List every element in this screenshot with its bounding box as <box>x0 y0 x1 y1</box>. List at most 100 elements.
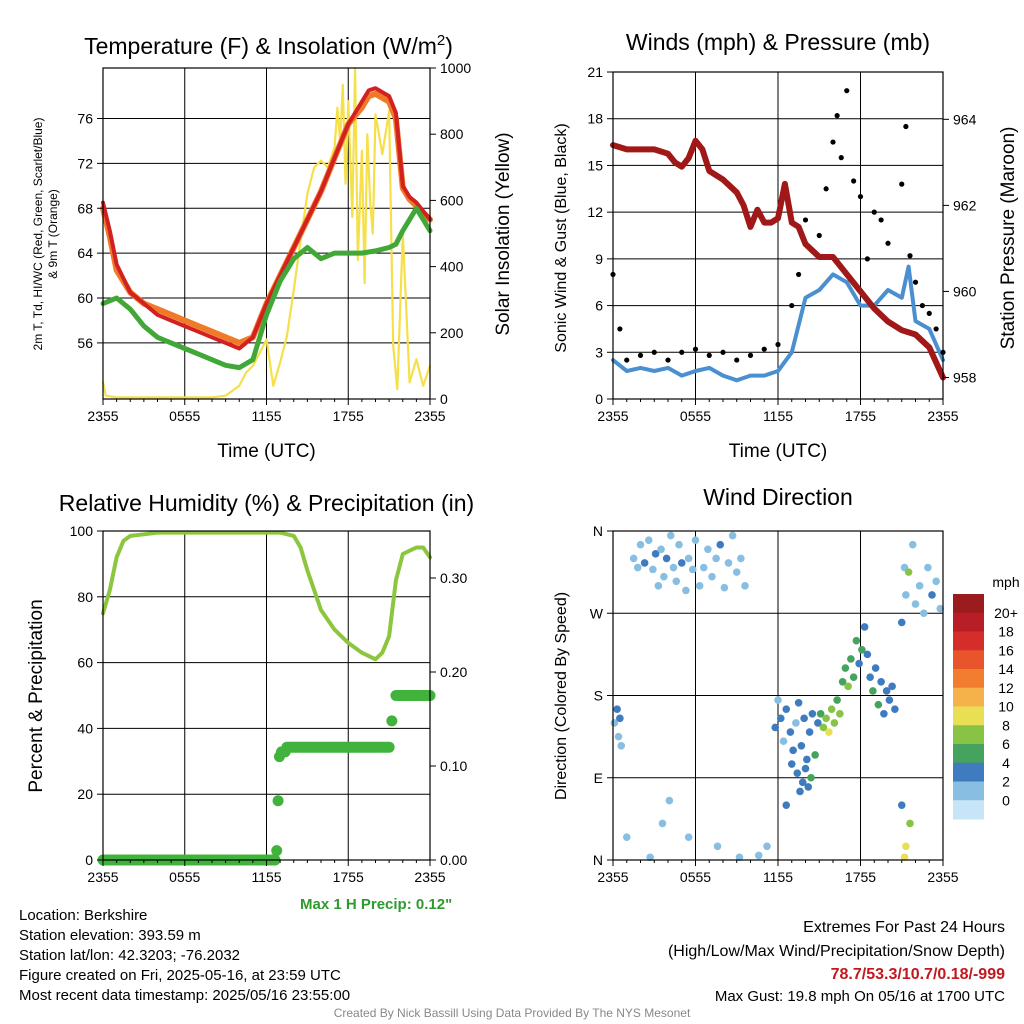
direction-point <box>877 677 885 686</box>
panel-title: Temperature (F) & Insolation (W/m2) <box>84 32 453 59</box>
y-tick-label: 100 <box>70 523 94 539</box>
x-tick-label: 2355 <box>414 408 445 424</box>
humidity-line <box>101 530 432 662</box>
direction-point <box>792 719 800 727</box>
direction-point <box>869 687 877 695</box>
precip-point <box>272 795 284 807</box>
y-tick-label: 12 <box>587 204 603 220</box>
y-tick-label: 68 <box>77 200 93 216</box>
direction-point <box>866 673 874 682</box>
direction-point <box>677 559 686 567</box>
gust-point <box>857 193 864 200</box>
colorbar-label: 0 <box>1002 792 1010 808</box>
gust-point <box>885 240 891 246</box>
gust-point <box>651 349 657 355</box>
direction-point <box>699 563 708 572</box>
direction-point <box>633 563 642 572</box>
direction-point <box>646 853 654 862</box>
direction-point <box>932 577 940 586</box>
colorbar-label: 10 <box>998 699 1014 715</box>
y-tick-label: W <box>590 605 604 621</box>
y-axis-label: 2m T, Td, HI/WC (Red, Green, Scarlet/Blu… <box>31 118 45 351</box>
gust-point <box>789 302 795 309</box>
x-tick-label: 2355 <box>87 869 118 885</box>
gust-point <box>834 113 840 119</box>
panel-title: Wind Direction <box>703 484 853 510</box>
direction-point <box>741 582 749 590</box>
y-tick-label: E <box>594 770 603 786</box>
direction-point <box>771 723 780 732</box>
y-tick-label: 60 <box>77 290 93 306</box>
direction-point <box>860 623 869 631</box>
y-tick-label: 20 <box>77 786 93 802</box>
colorbar-label: 12 <box>998 680 1014 696</box>
y-tick-label: 9 <box>595 251 603 267</box>
y-tick-label: 56 <box>77 335 93 351</box>
gust-point <box>692 346 699 352</box>
gust-point <box>912 279 919 285</box>
x-tick-label: 1755 <box>333 408 364 424</box>
colorbar-swatch <box>953 594 984 614</box>
colorbar-label: 6 <box>1002 736 1010 752</box>
direction-point <box>908 540 917 549</box>
dewpoint-line <box>100 205 433 371</box>
winds-pressure-panel: 2355 0555 1155 1755 235503691215182195896096… <box>553 29 1019 462</box>
y2-tick-label: 0.20 <box>440 664 467 680</box>
direction-point <box>613 705 621 714</box>
y-tick-label: S <box>594 688 603 704</box>
x-tick-label: 1155 <box>763 408 793 424</box>
x-tick-label: 0555 <box>169 869 200 885</box>
y2-axis-label: Station Pressure (Maroon) <box>998 127 1019 350</box>
colorbar-swatch <box>953 706 984 726</box>
x-tick-label: 1155 <box>251 408 281 424</box>
y2-axis-label: Solar Insolation (Yellow) <box>493 132 514 335</box>
direction-point <box>640 559 649 567</box>
direction-point <box>662 554 671 563</box>
colorbar-swatch <box>953 631 984 651</box>
precip-point <box>271 845 283 857</box>
location-text: Location: Berkshire <box>19 907 148 924</box>
direction-point <box>708 572 716 581</box>
direction-point <box>712 554 720 563</box>
y-tick-label: 76 <box>77 110 93 126</box>
colorbar-label: 2 <box>1002 774 1010 790</box>
direction-point <box>814 719 822 727</box>
direction-point <box>629 554 638 563</box>
direction-point <box>819 723 828 732</box>
x-axis-label: Time (UTC) <box>217 441 316 462</box>
direction-point <box>793 769 802 777</box>
y-axis-label-2: & 9m T (Orange) <box>46 189 60 279</box>
y2-tick-label: 0.30 <box>440 570 467 586</box>
colorbar-swatch <box>953 800 984 820</box>
direction-point <box>919 609 928 618</box>
gust-point <box>796 271 802 278</box>
y-tick-label: 18 <box>587 111 603 127</box>
y-axis-label: Direction (Colored By Speed) <box>553 592 570 800</box>
direction-point <box>684 554 693 563</box>
elevation-text: Station elevation: 393.59 m <box>19 927 201 944</box>
colorbar-label: 20+ <box>994 605 1018 621</box>
y2-tick-label: 400 <box>440 259 464 275</box>
gust-point <box>720 349 726 355</box>
direction-point <box>801 764 810 773</box>
direction-point <box>805 728 814 736</box>
direction-point <box>849 673 858 682</box>
y2-tick-label: 0.10 <box>440 758 467 774</box>
y-tick-label: 60 <box>77 655 93 671</box>
direction-point <box>774 696 782 704</box>
direction-point <box>911 600 920 608</box>
direction-point <box>665 796 674 805</box>
temperature-insolation-panel: 2355 0555 1155 1755 2355 56 60 64 68 72 76 0 200 400 6… <box>31 32 514 462</box>
direction-point <box>651 550 660 558</box>
x-tick-label: 0555 <box>680 408 711 424</box>
y-tick-label: 64 <box>77 245 93 261</box>
gust-point <box>706 352 712 358</box>
x-tick-label: 1755 <box>845 408 876 424</box>
direction-point <box>688 565 697 574</box>
direction-point <box>897 801 906 809</box>
gust-point <box>761 346 767 352</box>
gust-point <box>903 123 909 130</box>
direction-point <box>825 728 833 736</box>
direction-point <box>695 582 704 590</box>
